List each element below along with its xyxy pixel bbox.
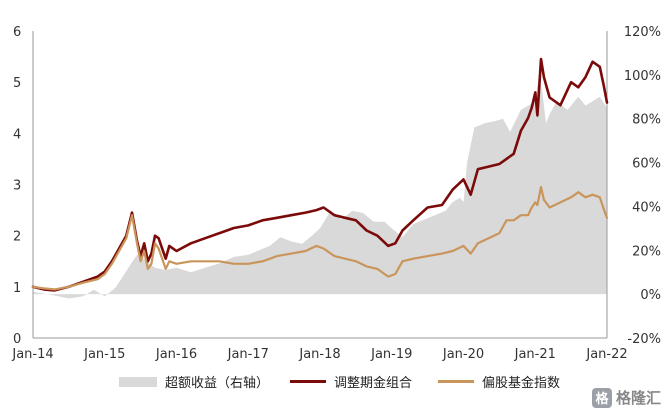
left-axis-tick-label: 6 bbox=[13, 25, 21, 40]
right-axis-tick-label: 80% bbox=[632, 113, 661, 128]
legend-swatch-line bbox=[438, 380, 474, 383]
left-axis-tick-label: 5 bbox=[13, 76, 21, 91]
excess-return-area-layer bbox=[33, 74, 607, 299]
left-axis-tick-label: 3 bbox=[13, 179, 21, 194]
x-axis-tick-label: Jan-15 bbox=[83, 347, 125, 362]
tick-labels-layer: 0 1 2 3 4 5 6 -20% 0% 20% 40% 60% 80% 100% 120% Jan-14 J… bbox=[11, 25, 661, 362]
legend-label: 超额收益（右轴） bbox=[165, 376, 270, 391]
x-axis-tick-label: Jan-19 bbox=[370, 347, 412, 362]
right-axis-tick-label: 40% bbox=[632, 200, 661, 215]
watermark-logo-icon: 格 bbox=[591, 387, 612, 408]
x-axis-tick-label: Jan-22 bbox=[585, 347, 627, 362]
line-chart: 0 1 2 3 4 5 6 -20% 0% 20% 40% 60% 80% 100% 120% Jan-14 J… bbox=[11, 25, 661, 362]
x-axis-tick-label: Jan-21 bbox=[514, 347, 556, 362]
right-axis-tick-label: 0% bbox=[640, 288, 661, 303]
excess-return-area bbox=[33, 74, 607, 299]
legend-label: 偏股基金指数 bbox=[482, 376, 561, 391]
left-axis-tick-label: 4 bbox=[13, 127, 21, 142]
lines-layer bbox=[31, 57, 609, 292]
legend-swatch-area bbox=[119, 376, 157, 387]
right-axis-tick-label: 60% bbox=[632, 157, 661, 172]
x-axis-tick-label: Jan-16 bbox=[155, 347, 197, 362]
right-axis-tick-label: 20% bbox=[632, 244, 661, 259]
right-axis-tick-label: 120% bbox=[624, 25, 661, 40]
legend-label: 调整期金组合 bbox=[334, 376, 413, 391]
left-axis-tick-label: 2 bbox=[13, 230, 21, 245]
watermark-text: 格隆汇 bbox=[615, 389, 661, 407]
legend-item-adjusted-portfolio: 调整期金组合 bbox=[290, 372, 412, 391]
x-axis-tick-label: Jan-20 bbox=[442, 347, 484, 362]
left-axis-tick-label: 1 bbox=[13, 281, 21, 296]
legend-swatch-line bbox=[290, 380, 326, 383]
legend-item-excess-return: 超额收益（右轴） bbox=[119, 372, 269, 391]
legend: 超额收益（右轴） 调整期金组合 偏股基金指数 bbox=[0, 372, 669, 400]
right-axis-tick-label: -20% bbox=[627, 332, 661, 347]
left-axis-tick-label: 0 bbox=[13, 332, 21, 347]
equity-fund-index-line bbox=[31, 186, 609, 291]
right-axis-tick-label: 100% bbox=[624, 69, 661, 84]
x-axis-tick-label: Jan-18 bbox=[298, 347, 340, 362]
x-axis-tick-label: Jan-14 bbox=[11, 347, 53, 362]
x-axis-tick-label: Jan-17 bbox=[227, 347, 269, 362]
watermark: 格 格隆汇 bbox=[591, 387, 661, 408]
legend-item-equity-fund-index: 偏股基金指数 bbox=[438, 372, 560, 391]
